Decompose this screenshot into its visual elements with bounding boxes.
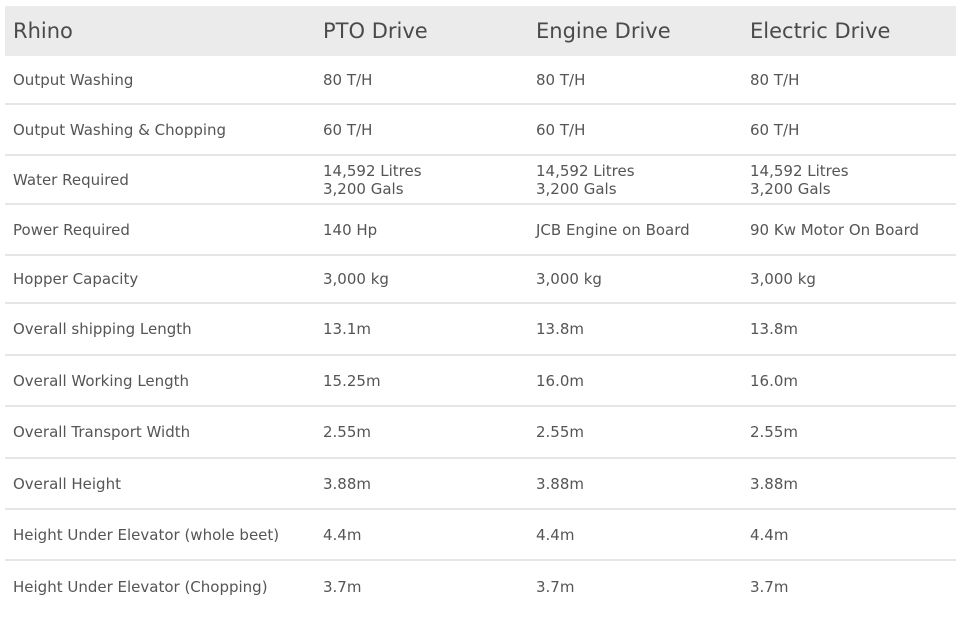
cell-pto-drive: 4.4m — [315, 509, 528, 561]
cell-engine-drive: JCB Engine on Board — [528, 204, 742, 256]
cell-value: 60 T/H — [750, 120, 800, 139]
cell-electric-drive: 13.8m — [742, 303, 956, 356]
cell-value: 3.7m — [750, 577, 789, 596]
header-pto-drive: PTO Drive — [315, 6, 528, 56]
cell-value: 4.4m — [536, 525, 575, 544]
cell-value: 14,592 Litres — [750, 161, 849, 180]
cell-engine-drive: 13.8m — [528, 303, 742, 356]
cell-value: 60 T/H — [536, 120, 586, 139]
cell-electric-drive: 60 T/H — [742, 104, 956, 156]
cell-value: 3,000 kg — [536, 270, 602, 288]
row-label: Power Required — [5, 204, 315, 256]
row-label: Hopper Capacity — [5, 255, 315, 304]
cell-engine-drive: 3.7m — [528, 560, 742, 612]
cell-value: 3.88m — [323, 474, 372, 493]
cell-electric-drive: 80 T/H — [742, 56, 956, 105]
row-label: Overall Transport Width — [5, 406, 315, 459]
cell-value: 14,592 Litres — [536, 161, 635, 180]
cell-value: 3,200 Gals — [750, 179, 831, 198]
row-label: Height Under Elevator (whole beet) — [5, 509, 315, 561]
cell-value: 3.88m — [750, 474, 799, 493]
cell-value: 16.0m — [750, 371, 799, 390]
cell-value: 2.55m — [536, 423, 585, 441]
cell-pto-drive: 140 Hp — [315, 204, 528, 256]
cell-pto-drive: 13.1m — [315, 303, 528, 356]
cell-value: 80 T/H — [750, 70, 800, 89]
cell-value: 4.4m — [750, 525, 789, 544]
cell-pto-drive: 3,000 kg — [315, 255, 528, 304]
cell-pto-drive: 15.25m — [315, 355, 528, 407]
cell-electric-drive: 3.88m — [742, 458, 956, 510]
cell-value: 4.4m — [323, 525, 362, 544]
cell-value: 2.55m — [750, 423, 799, 441]
cell-engine-drive: 80 T/H — [528, 56, 742, 105]
cell-value: 90 Kw Motor On Board — [750, 220, 920, 239]
cell-pto-drive: 3.7m — [315, 560, 528, 612]
cell-engine-drive: 3.88m — [528, 458, 742, 510]
cell-value: 3,000 kg — [323, 270, 389, 288]
cell-engine-drive: 14,592 Litres 3,200 Gals — [528, 155, 742, 205]
cell-value: 140 Hp — [323, 220, 378, 239]
cell-value: 2.55m — [323, 423, 372, 441]
table-body: Output Washing 80 T/H 80 T/H 80 T/H Output W… — [5, 56, 956, 612]
row-label: Overall Height — [5, 458, 315, 510]
cell-pto-drive: 80 T/H — [315, 56, 528, 105]
cell-value: 3,000 kg — [750, 270, 816, 288]
row-label: Output Washing — [5, 56, 315, 105]
table-row: Overall Transport Width 2.55m 2.55m 2.55m — [5, 406, 956, 459]
cell-value: 3.7m — [323, 577, 362, 596]
cell-value: 3.88m — [536, 474, 585, 493]
table-row: Overall Working Length 15.25m 16.0m 16.0m — [5, 355, 956, 407]
cell-value: JCB Engine on Board — [536, 220, 690, 239]
cell-value: 60 T/H — [323, 120, 373, 139]
cell-engine-drive: 60 T/H — [528, 104, 742, 156]
cell-pto-drive: 60 T/H — [315, 104, 528, 156]
header-model: Rhino — [5, 6, 315, 56]
cell-pto-drive: 14,592 Litres 3,200 Gals — [315, 155, 528, 205]
cell-value: 3.7m — [536, 577, 575, 596]
cell-value: 80 T/H — [536, 70, 586, 89]
cell-value: 13.1m — [323, 320, 372, 338]
cell-electric-drive: 14,592 Litres 3,200 Gals — [742, 155, 956, 205]
table-row: Water Required 14,592 Litres 3,200 Gals 14,… — [5, 155, 956, 205]
cell-pto-drive: 2.55m — [315, 406, 528, 459]
spec-table: Rhino PTO Drive Engine Drive Electric Dr… — [5, 6, 956, 612]
table-header: Rhino PTO Drive Engine Drive Electric Dr… — [5, 6, 956, 56]
cell-engine-drive: 2.55m — [528, 406, 742, 459]
cell-engine-drive: 16.0m — [528, 355, 742, 407]
cell-value: 3,200 Gals — [323, 179, 404, 198]
cell-electric-drive: 90 Kw Motor On Board — [742, 204, 956, 256]
cell-value: 80 T/H — [323, 70, 373, 89]
cell-value: 13.8m — [536, 320, 585, 338]
cell-value: 16.0m — [536, 371, 585, 390]
table-row: Hopper Capacity 3,000 kg 3,000 kg 3,000 kg — [5, 255, 956, 304]
table-row: Height Under Elevator (whole beet) 4.4m 4.… — [5, 509, 956, 561]
cell-value: 14,592 Litres — [323, 161, 422, 180]
row-label: Overall Working Length — [5, 355, 315, 407]
header-row: Rhino PTO Drive Engine Drive Electric Dr… — [5, 6, 956, 56]
table-row: Output Washing 80 T/H 80 T/H 80 T/H — [5, 56, 956, 105]
table-row: Power Required 140 Hp JCB Engine on Board 9… — [5, 204, 956, 256]
row-label: Overall shipping Length — [5, 303, 315, 356]
cell-electric-drive: 2.55m — [742, 406, 956, 459]
row-label: Height Under Elevator (Chopping) — [13, 577, 268, 596]
cell-engine-drive: 3,000 kg — [528, 255, 742, 304]
cell-value: 3,200 Gals — [536, 179, 617, 198]
header-engine-drive: Engine Drive — [528, 6, 742, 56]
row-label: Output Washing & Chopping — [5, 104, 315, 156]
cell-electric-drive: 3.7m — [742, 560, 956, 612]
table-row: Height Under Elevator (Chopping) 3.7m 3.7m… — [5, 560, 956, 612]
cell-value: 15.25m — [323, 371, 381, 390]
table-row: Overall shipping Length 13.1m 13.8m 13.8m — [5, 303, 956, 356]
header-electric-drive: Electric Drive — [742, 6, 956, 56]
cell-value: 13.8m — [750, 320, 799, 338]
cell-electric-drive: 16.0m — [742, 355, 956, 407]
table-row: Output Washing & Chopping 60 T/H 60 T/H 60 … — [5, 104, 956, 156]
row-label: Water Required — [5, 155, 315, 205]
cell-electric-drive: 4.4m — [742, 509, 956, 561]
cell-pto-drive: 3.88m — [315, 458, 528, 510]
table-row: Overall Height 3.88m 3.88m 3.88m — [5, 458, 956, 510]
cell-engine-drive: 4.4m — [528, 509, 742, 561]
cell-electric-drive: 3,000 kg — [742, 255, 956, 304]
